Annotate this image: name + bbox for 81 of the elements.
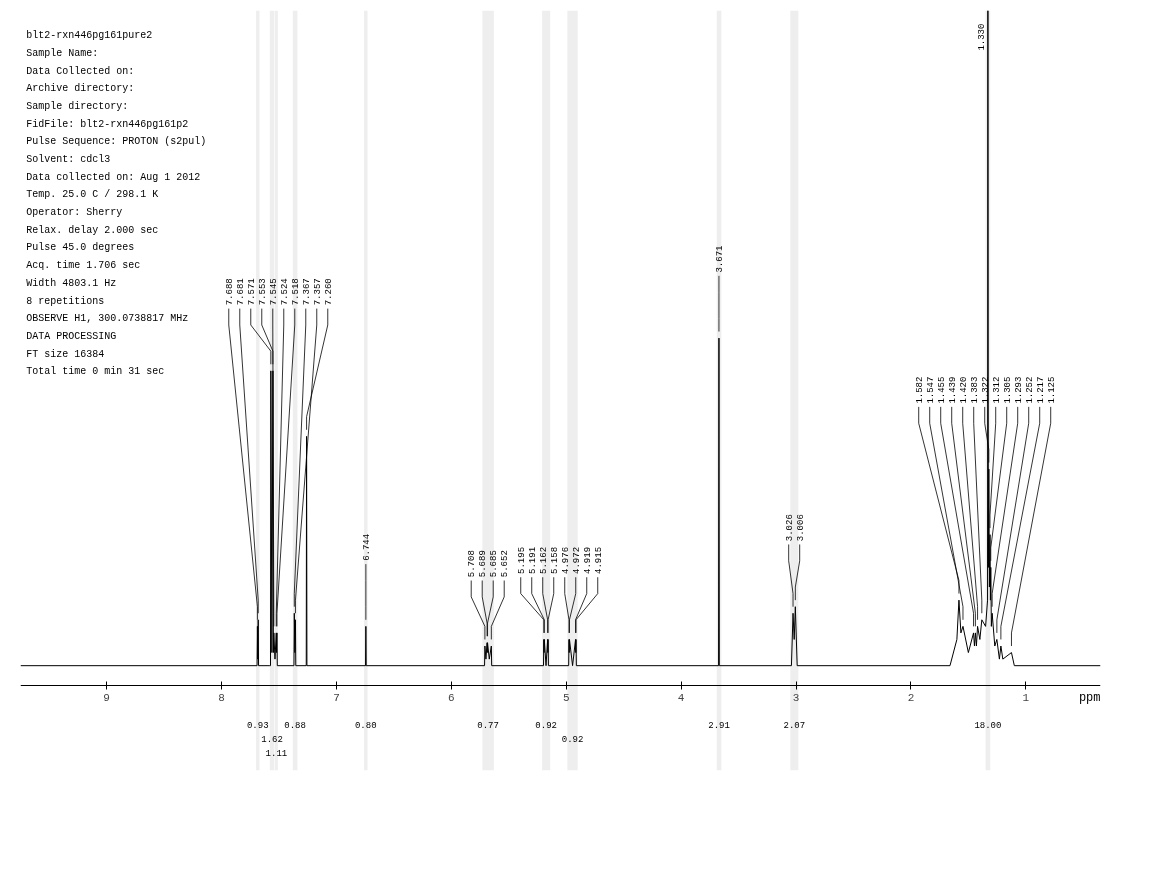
annotation: Total time 0 min 31 sec (26, 366, 165, 378)
band-label: 2.07 (783, 720, 806, 731)
annotation: 1.305 (1002, 376, 1013, 404)
annotation: 7.260 (323, 278, 334, 306)
annotation: 1.439 (947, 376, 958, 404)
annotation: 7.367 (301, 278, 312, 306)
band-label: 18.00 (974, 720, 1002, 731)
annotation: 5.158 (549, 546, 560, 574)
annotation: 5.191 (527, 546, 538, 574)
annotation: 1.420 (958, 376, 969, 404)
annotation: 1.125 (1046, 376, 1057, 404)
annotation: 1.455 (936, 376, 947, 404)
annotation: Sample Name: (26, 47, 99, 59)
band-label: 0.77 (477, 720, 499, 731)
annotation: Solvent: cdcl3 (26, 153, 111, 165)
annotation: Data collected on: Aug 1 2012 (26, 171, 201, 183)
annotation: 3.026 (784, 514, 795, 542)
annotation: blt2-rxn446pg161pure2 (26, 30, 153, 42)
annotation: 5.162 (538, 546, 549, 574)
annotation: 1.330 (976, 23, 987, 51)
annotation: 6.744 (361, 533, 372, 561)
annotation: 7.518 (290, 278, 301, 306)
annotation: 4.976 (560, 546, 571, 574)
x-tick-label: 6 (448, 692, 455, 705)
annotation: 1.547 (925, 376, 936, 404)
annotation: Acq. time 1.706 sec (26, 260, 141, 272)
annotation: Width 4803.1 Hz (26, 277, 117, 289)
annotation: Pulse 45.0 degrees (26, 242, 135, 254)
x-tick-label: 9 (103, 692, 110, 705)
annotation: 5.195 (516, 546, 527, 574)
annotation: Sample directory: (26, 100, 129, 112)
annotation: Pulse Sequence: PROTON (s2pul) (26, 136, 207, 148)
annotation: 5.708 (467, 550, 478, 578)
annotation: 4.972 (571, 546, 582, 574)
band-label: 0.92 (535, 720, 557, 731)
annotation: 4.919 (582, 546, 593, 574)
annotation: Relax. delay 2.000 sec (26, 224, 159, 236)
band-label: 1.62 (261, 735, 283, 746)
annotation: 1.312 (991, 376, 1002, 404)
band-label: 1.11 (265, 749, 288, 760)
band-label: 0.80 (354, 720, 377, 731)
x-tick-label: 5 (562, 692, 570, 705)
annotation: 1.582 (914, 376, 925, 404)
annotation: Archive directory: (26, 83, 135, 95)
annotation: 3.006 (795, 514, 806, 542)
annotation: 1.383 (969, 376, 980, 404)
band-label: 0.92 (561, 735, 584, 746)
x-tick-label: 7 (333, 692, 340, 705)
annotation: Data Collected on: (26, 65, 135, 77)
x-tick-label: 1 (1022, 692, 1030, 705)
annotation: 1.293 (1013, 376, 1024, 404)
band-label: 0.88 (284, 720, 306, 731)
x-axis-title: ppm (1078, 691, 1101, 706)
annotation: 1.217 (1035, 376, 1046, 404)
band-label: 2.91 (708, 720, 730, 731)
band-label: 0.93 (246, 720, 269, 731)
annotation: DATA PROCESSING (26, 330, 117, 342)
annotation: 7.681 (235, 278, 246, 306)
x-tick-label: 3 (792, 692, 800, 705)
x-tick-label: 2 (907, 692, 915, 705)
annotation: 5.652 (500, 550, 511, 578)
annotation: 7.524 (279, 278, 290, 306)
annotation: 7.688 (224, 278, 235, 306)
annotation: FidFile: blt2-rxn446pg161p2 (26, 118, 189, 130)
x-tick-label: 8 (218, 692, 225, 705)
annotation: 4.915 (593, 546, 604, 574)
annotation: Operator: Sherry (26, 207, 123, 219)
x-tick-label: 4 (677, 692, 685, 705)
annotation: 7.571 (246, 278, 257, 306)
annotation: 5.689 (478, 550, 489, 578)
annotation: FT size 16384 (26, 348, 105, 360)
annotation: 1.252 (1024, 376, 1035, 404)
annotation: 3.671 (714, 245, 725, 273)
annotation: OBSERVE H1, 300.0738817 MHz (26, 313, 189, 325)
annotation: 7.357 (312, 278, 323, 306)
annotation: 7.553 (257, 278, 268, 306)
annotation: 7.545 (268, 278, 279, 306)
annotation: 8 repetitions (26, 295, 105, 307)
annotation: 5.685 (489, 550, 500, 578)
annotation: Temp. 25.0 C / 298.1 K (26, 189, 159, 201)
annotation: 1.322 (980, 376, 991, 404)
